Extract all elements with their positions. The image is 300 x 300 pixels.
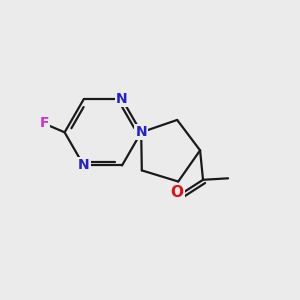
Text: N: N <box>135 125 147 139</box>
Text: N: N <box>78 158 90 172</box>
Text: N: N <box>116 92 128 106</box>
Text: F: F <box>39 116 49 130</box>
Text: O: O <box>171 185 184 200</box>
